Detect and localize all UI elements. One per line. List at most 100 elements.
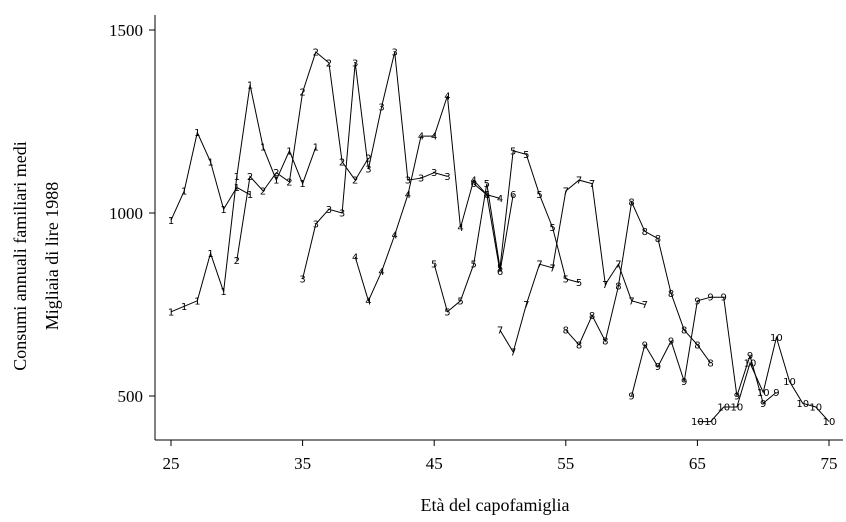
data-point-label: 2 bbox=[286, 177, 292, 188]
data-point-label: 1 bbox=[234, 172, 240, 183]
data-point-label: 4 bbox=[405, 190, 411, 201]
data-point-label: 9 bbox=[628, 392, 634, 403]
data-point-label: 10 bbox=[823, 417, 836, 428]
data-point-label: 10 bbox=[783, 377, 796, 388]
data-point-label: 1 bbox=[286, 146, 292, 157]
data-point-label: 5 bbox=[523, 150, 529, 161]
data-point-label: 10 bbox=[770, 333, 783, 344]
data-point-label: 1 bbox=[207, 157, 213, 168]
x-tick-label: 35 bbox=[294, 454, 311, 473]
data-point-label: 2 bbox=[299, 88, 305, 99]
data-point-label: 2 bbox=[313, 48, 319, 59]
data-point-label: 4 bbox=[352, 252, 358, 263]
y-tick-label: 500 bbox=[118, 387, 144, 406]
data-point-label: 3 bbox=[352, 58, 358, 69]
data-point-label: 8 bbox=[655, 234, 661, 245]
data-point-label: 4 bbox=[497, 194, 503, 205]
data-point-label: 7 bbox=[536, 260, 542, 271]
data-point-label: 9 bbox=[642, 340, 648, 351]
data-point-label: 9 bbox=[721, 293, 727, 304]
series-line bbox=[499, 179, 645, 354]
data-point-label: 3 bbox=[405, 176, 411, 187]
data-point-label: 10 bbox=[796, 399, 809, 410]
data-point-label: 10 bbox=[731, 403, 744, 414]
data-point-label: 1 bbox=[181, 302, 187, 313]
data-point-label: 2 bbox=[273, 168, 279, 179]
data-point-label: 2 bbox=[352, 176, 358, 187]
data-point-label: 5 bbox=[471, 260, 477, 271]
data-point-label: 7 bbox=[589, 179, 595, 190]
data-point-label: 1 bbox=[207, 249, 213, 260]
data-point-label: 8 bbox=[707, 359, 713, 370]
data-point-label: 2 bbox=[260, 187, 266, 198]
data-point-label: 9 bbox=[694, 296, 700, 307]
data-point-label: 3 bbox=[365, 165, 371, 176]
data-point-label: 4 bbox=[418, 132, 424, 143]
data-point-label: 2 bbox=[365, 154, 371, 165]
data-point-label: 7 bbox=[602, 280, 608, 291]
data-point-label: 8 bbox=[668, 289, 674, 300]
data-point-label: 3 bbox=[392, 48, 398, 59]
data-point-label: 8 bbox=[576, 340, 582, 351]
data-point-label: 5 bbox=[576, 278, 582, 289]
series-line bbox=[170, 84, 317, 313]
data-point-label: 2 bbox=[339, 157, 345, 168]
data-point-label: 8 bbox=[602, 337, 608, 348]
data-point-label: 2 bbox=[247, 172, 253, 183]
x-tick-label: 25 bbox=[163, 454, 180, 473]
y-tick-label: 1500 bbox=[109, 21, 143, 40]
data-point-label: 1 bbox=[273, 176, 279, 187]
data-point-label: 3 bbox=[313, 220, 319, 231]
data-point-label: 8 bbox=[681, 326, 687, 337]
data-point-label: 9 bbox=[760, 399, 766, 410]
data-point-label: 1 bbox=[194, 296, 200, 307]
data-point-label: 1 bbox=[220, 287, 226, 298]
data-point-label: 7 bbox=[523, 300, 529, 311]
series-line bbox=[236, 51, 369, 261]
data-point-label: 10 bbox=[704, 417, 717, 428]
data-point-label: 1 bbox=[247, 190, 253, 201]
data-point-label: 9 bbox=[681, 377, 687, 388]
x-tick-label: 75 bbox=[821, 454, 838, 473]
series-line bbox=[631, 296, 777, 405]
x-axis-label: Età del capofamiglia bbox=[421, 495, 570, 515]
data-point-label: 1 bbox=[220, 205, 226, 216]
data-point-label: 5 bbox=[549, 223, 555, 234]
data-point-label: 8 bbox=[589, 311, 595, 322]
data-point-label: 7 bbox=[576, 176, 582, 187]
data-point-label: 9 bbox=[707, 293, 713, 304]
data-point-label: 1 bbox=[168, 216, 174, 227]
data-point-label: 9 bbox=[734, 392, 740, 403]
data-point-label: 9 bbox=[773, 388, 779, 399]
data-point-label: 4 bbox=[431, 132, 437, 143]
data-point-label: 8 bbox=[628, 198, 634, 209]
data-point-label: 1 bbox=[181, 187, 187, 198]
data-point-label: 1 bbox=[299, 179, 305, 190]
data-point-label: 3 bbox=[431, 168, 437, 179]
data-point-label: 5 bbox=[457, 296, 463, 307]
y-axis-label-line-1: Consumi annuali familiari medi bbox=[10, 141, 30, 370]
data-point-label: 5 bbox=[444, 307, 450, 318]
data-point-label: 5 bbox=[431, 260, 437, 271]
data-point-label: 7 bbox=[642, 300, 648, 311]
data-point-label: 4 bbox=[365, 296, 371, 307]
series-line bbox=[433, 150, 580, 313]
data-point-label: 7 bbox=[563, 187, 569, 198]
data-point-label: 8 bbox=[563, 326, 569, 337]
data-point-label: 3 bbox=[444, 172, 450, 183]
data-point-label: 7 bbox=[510, 348, 516, 359]
data-point-label: 9 bbox=[668, 337, 674, 348]
data-point-label: 6 bbox=[484, 190, 490, 201]
data-point-label: 10 bbox=[757, 388, 770, 399]
data-point-label: 7 bbox=[615, 260, 621, 271]
